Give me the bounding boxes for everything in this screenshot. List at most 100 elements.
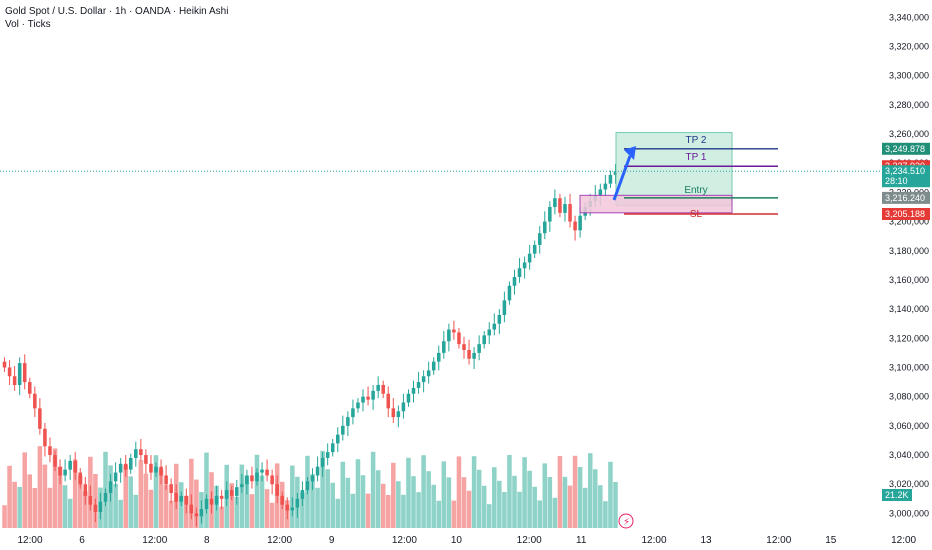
- candle-body: [351, 408, 355, 418]
- volume-bar: [456, 456, 462, 528]
- candle-body: [507, 285, 512, 301]
- candle-body: [573, 221, 577, 231]
- candle-body: [411, 387, 416, 394]
- volume-bar: [153, 455, 159, 528]
- volume-bar: [77, 475, 83, 528]
- volume-bar: [138, 460, 144, 528]
- candle-body: [17, 363, 22, 386]
- candle-body: [310, 475, 315, 482]
- volume-bar: [249, 494, 255, 528]
- volume-bar: [47, 487, 53, 528]
- candle-body: [522, 262, 527, 269]
- volume-bar: [244, 475, 250, 528]
- candle-body: [159, 466, 163, 476]
- candle-body: [38, 408, 42, 429]
- volume-bar: [219, 506, 224, 528]
- volume-bar: [259, 475, 265, 528]
- tp2-label: TP 2: [686, 135, 707, 146]
- x-tick-label: 12:00: [392, 535, 417, 546]
- candle-body: [58, 466, 62, 476]
- candle-body: [108, 481, 113, 493]
- sl-label: SL: [690, 209, 703, 220]
- volume-bar: [254, 454, 260, 528]
- candle-body: [123, 463, 128, 470]
- stop-loss-zone: [579, 194, 733, 214]
- candle-body: [43, 428, 47, 447]
- volume-bar: [537, 500, 543, 528]
- volume-indicator-label[interactable]: Vol · Ticks: [5, 19, 51, 30]
- tp2-price-badge-text: 3,249.878: [885, 144, 925, 154]
- volume-bar: [461, 477, 467, 528]
- symbol-title[interactable]: Gold Spot / U.S. Dollar · 1h · OANDA · H…: [5, 6, 229, 17]
- entry-price-badge: [882, 191, 930, 204]
- candle-body: [517, 268, 522, 278]
- entry-price-badge-text: 3,216.240: [885, 193, 925, 203]
- y-tick-label: 3,020,000: [889, 479, 929, 489]
- volume-bar: [27, 474, 33, 528]
- chart-legend: Gold Spot / U.S. Dollar · 1h · OANDA · H…: [5, 5, 228, 31]
- volume-bar: [42, 464, 48, 528]
- candle-body: [391, 408, 396, 418]
- y-tick-label: 3,100,000: [889, 362, 929, 372]
- volume-bar: [375, 470, 381, 528]
- x-tick-label: 6: [79, 535, 85, 546]
- volume-bar: [315, 487, 320, 528]
- volume-bar: [406, 457, 411, 528]
- candle-body: [250, 475, 254, 482]
- candle-body: [527, 253, 532, 263]
- volume-bar: [497, 480, 502, 528]
- last-price-badge-text: 3,234.510: [885, 166, 925, 176]
- volume-bar: [562, 476, 568, 528]
- candle-body: [396, 411, 401, 418]
- y-tick-label: 3,080,000: [889, 392, 929, 402]
- candle-body: [154, 466, 158, 473]
- volume-bar: [148, 489, 154, 528]
- volume-bar: [577, 467, 583, 528]
- x-tick-label: 12:00: [517, 535, 542, 546]
- candle-body: [48, 446, 52, 456]
- volume-bar: [522, 457, 527, 528]
- volume-bar: [391, 462, 396, 528]
- candle-body: [12, 376, 17, 386]
- volume-bar: [385, 495, 391, 528]
- candle-body: [22, 363, 27, 383]
- candle-body: [532, 244, 537, 254]
- candle-body: [563, 204, 567, 213]
- candle-body: [568, 204, 572, 222]
- volume-bar: [2, 505, 7, 528]
- volume-bar: [113, 483, 118, 528]
- candle-body: [229, 490, 234, 496]
- candle-body: [118, 463, 123, 473]
- candle-body: [240, 484, 244, 488]
- volume-bar: [340, 461, 346, 528]
- volume-bar: [492, 467, 497, 528]
- volume-bar: [587, 453, 593, 528]
- candle-body: [174, 492, 178, 502]
- candle-body: [487, 329, 492, 336]
- candle-body: [53, 455, 57, 467]
- volume-bar: [431, 484, 436, 528]
- candle-body: [265, 469, 269, 476]
- candle-body: [2, 361, 7, 368]
- candle-body: [477, 344, 481, 353]
- candle-body: [431, 361, 436, 371]
- trade-zones[interactable]: TP 2 TP 1 Entry SL: [0, 132, 880, 220]
- candle-body: [194, 513, 199, 517]
- volume-bar: [300, 492, 305, 528]
- y-tick-label: 3,300,000: [889, 71, 929, 81]
- candle-body: [260, 469, 264, 473]
- candle-body: [199, 509, 204, 517]
- candle-body: [224, 490, 229, 499]
- candle-body: [179, 495, 184, 502]
- volume-bar: [512, 475, 517, 528]
- volume-bar: [189, 458, 194, 528]
- y-tick-label: 3,040,000: [889, 450, 929, 460]
- candle-body: [543, 221, 547, 234]
- x-tick-label: 11: [576, 535, 587, 546]
- candle-body: [467, 349, 471, 359]
- tp1-label: TP 1: [686, 152, 707, 163]
- volume-bar: [396, 481, 401, 528]
- candle-body: [184, 495, 189, 505]
- volume-bar: [269, 502, 275, 528]
